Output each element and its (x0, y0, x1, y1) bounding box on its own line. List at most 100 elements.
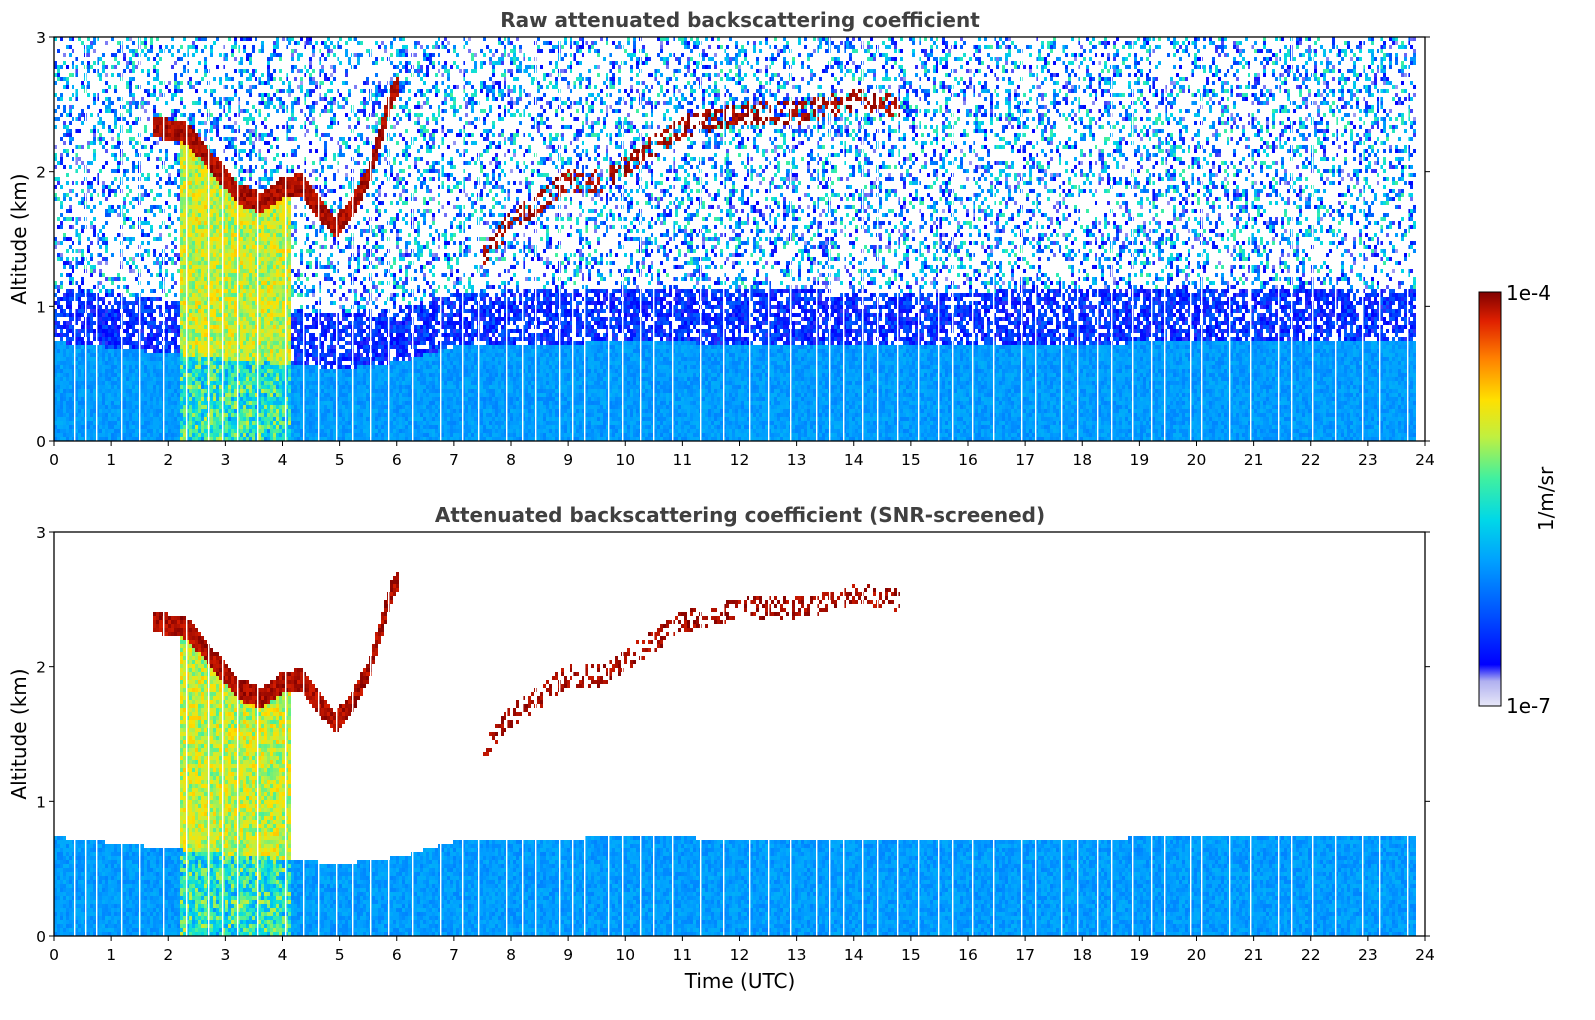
heatmap-cell (132, 77, 135, 81)
heatmap-cell (108, 341, 111, 345)
heatmap-cell (150, 433, 153, 437)
heatmap-cell (210, 361, 213, 365)
heatmap-cell (231, 253, 234, 257)
heatmap-cell (99, 77, 102, 81)
heatmap-cell (105, 341, 108, 345)
heatmap-cell (240, 357, 243, 361)
heatmap-cell (204, 313, 207, 317)
heatmap-cell (66, 329, 69, 333)
heatmap-cell (123, 277, 126, 281)
heatmap-cell (93, 269, 96, 273)
heatmap-cell (90, 365, 93, 369)
heatmap-cell (177, 217, 180, 221)
heatmap-cell (87, 369, 90, 373)
heatmap-cell (102, 433, 105, 437)
heatmap-cell (156, 173, 159, 177)
heatmap-cell (210, 345, 213, 349)
heatmap-cell (183, 341, 186, 345)
heatmap-cell (183, 121, 186, 125)
heatmap-cell (168, 205, 171, 209)
heatmap-cell (165, 365, 168, 369)
heatmap-cell (213, 413, 216, 417)
heatmap-cell (81, 373, 84, 377)
heatmap-cell (204, 137, 207, 141)
heatmap-cell (63, 349, 66, 353)
heatmap-cell (192, 301, 195, 305)
heatmap-cell (189, 281, 192, 285)
heatmap-cell (180, 309, 183, 313)
heatmap-cell (69, 289, 72, 293)
heatmap-cell (201, 173, 204, 177)
heatmap-cell (171, 65, 174, 69)
heatmap-cell (243, 185, 246, 189)
heatmap-cell (156, 61, 159, 65)
heatmap-cell (135, 369, 138, 373)
heatmap-cell (252, 145, 255, 149)
heatmap-cell (114, 153, 117, 157)
heatmap-cell (132, 417, 135, 421)
heatmap-cell (123, 305, 126, 309)
heatmap-cell (105, 41, 108, 45)
heatmap-cell (153, 385, 156, 389)
heatmap-cell (198, 261, 201, 265)
heatmap-cell (198, 393, 201, 397)
heatmap-cell (177, 253, 180, 257)
heatmap-cell (126, 193, 129, 197)
heatmap-cell (135, 413, 138, 417)
heatmap-cell (180, 377, 183, 381)
heatmap-cell (66, 81, 69, 85)
heatmap-cell (246, 233, 249, 237)
heatmap-cell (159, 265, 162, 269)
heatmap-cell (189, 229, 192, 233)
heatmap-cell (195, 161, 198, 165)
heatmap-cell (240, 141, 243, 145)
heatmap-cell (225, 357, 228, 361)
heatmap-cell (105, 313, 108, 317)
heatmap-cell (228, 273, 231, 277)
heatmap-cell (174, 85, 177, 89)
heatmap-cell (213, 325, 216, 329)
heatmap-cell (216, 241, 219, 245)
heatmap-cell (228, 97, 231, 101)
heatmap-cell (204, 185, 207, 189)
heatmap-cell (234, 405, 237, 409)
heatmap-cell (135, 397, 138, 401)
heatmap-cell (219, 349, 222, 353)
heatmap-cell (108, 413, 111, 417)
heatmap-cell (156, 113, 159, 117)
heatmap-cell (216, 173, 219, 177)
heatmap-cell (69, 277, 72, 281)
heatmap-cell (234, 345, 237, 349)
heatmap-cell (69, 225, 72, 229)
heatmap-cell (171, 321, 174, 325)
heatmap-cell (216, 425, 219, 429)
heatmap-cell (219, 297, 222, 301)
heatmap-cell (240, 81, 243, 85)
heatmap-cell (141, 41, 144, 45)
heatmap-cell (69, 97, 72, 101)
heatmap-cell (252, 105, 255, 109)
heatmap-cell (129, 317, 132, 321)
heatmap-cell (216, 373, 219, 377)
heatmap-cell (66, 305, 69, 309)
heatmap-cell (174, 389, 177, 393)
heatmap-cell (192, 393, 195, 397)
heatmap-cell (105, 357, 108, 361)
heatmap-cell (75, 369, 78, 373)
heatmap-cell (78, 145, 81, 149)
heatmap-cell (183, 429, 186, 433)
heatmap-cell (156, 69, 159, 73)
heatmap-cell (102, 309, 105, 313)
heatmap-cell (135, 297, 138, 301)
heatmap-cell (75, 169, 78, 173)
heatmap-cell (150, 373, 153, 377)
heatmap-cell (177, 173, 180, 177)
heatmap-cell (243, 349, 246, 353)
heatmap-cell (87, 421, 90, 425)
heatmap-cell (165, 253, 168, 257)
heatmap-cell (99, 333, 102, 337)
heatmap-cell (108, 85, 111, 89)
heatmap-cell (150, 409, 153, 413)
heatmap-cell (219, 325, 222, 329)
heatmap-cell (252, 413, 255, 417)
